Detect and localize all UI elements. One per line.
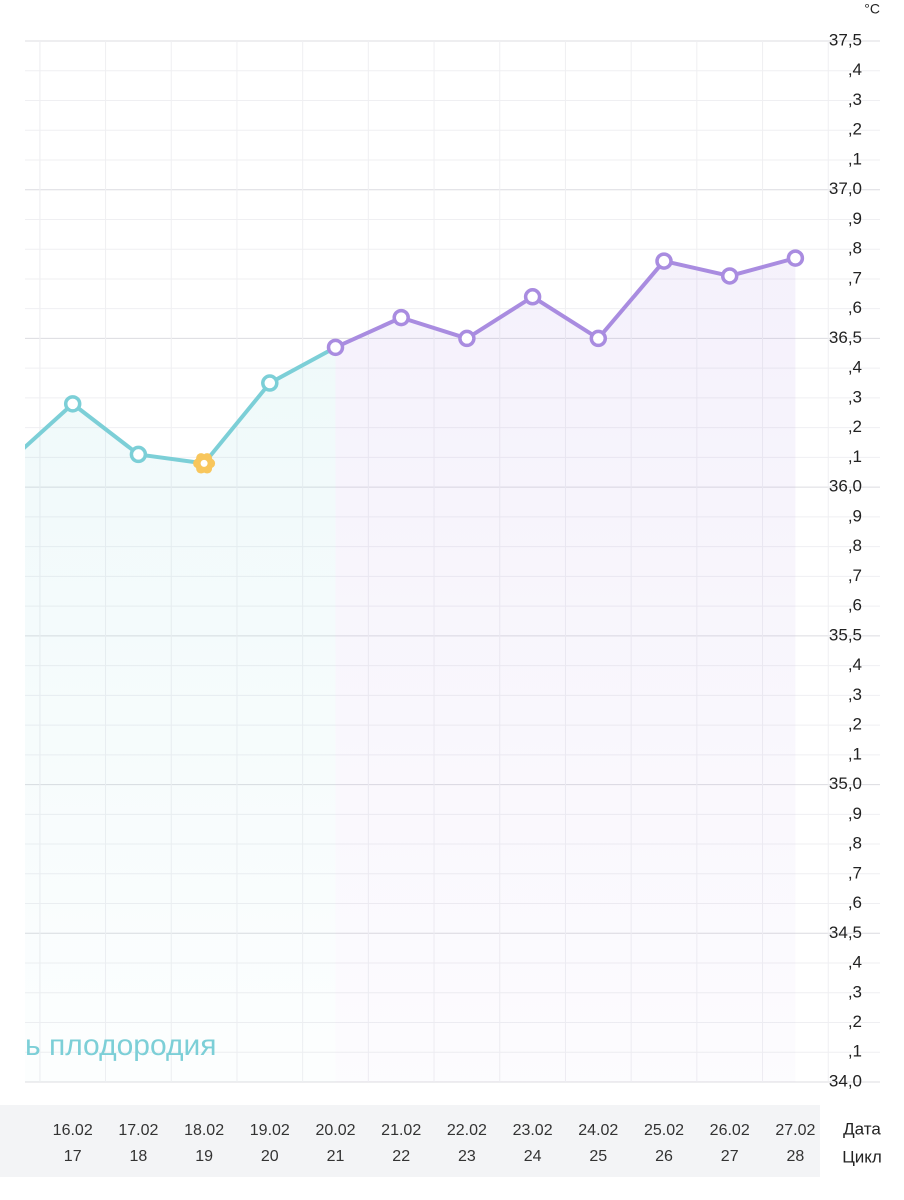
- y-tick-label: ,3: [848, 90, 862, 109]
- ovulation-marker: [193, 453, 216, 474]
- y-tick-label: ,7: [848, 268, 862, 287]
- point: [523, 288, 542, 306]
- y-tick-label: ,9: [848, 209, 862, 228]
- unit-label: °C: [864, 1, 880, 17]
- petal-center: [200, 459, 208, 467]
- y-tick-label: 37,0: [829, 179, 862, 198]
- area-fill: [25, 347, 336, 1082]
- y-tick-label: ,9: [848, 506, 862, 525]
- cycle-day-label: 21: [327, 1148, 345, 1165]
- y-tick-label: 36,0: [829, 477, 862, 496]
- y-tick-label: ,4: [848, 60, 862, 79]
- y-tick-label: ,1: [848, 744, 862, 763]
- x-tick-label: 21.02: [381, 1122, 421, 1139]
- cycle-day-label: 17: [64, 1148, 82, 1165]
- y-tick-label: ,1: [848, 447, 862, 466]
- y-tick-label: ,4: [848, 358, 862, 377]
- cycle-day-label: 23: [458, 1148, 476, 1165]
- cycle-day-label: 28: [787, 1148, 805, 1165]
- cycle-day-label: 19: [195, 1148, 213, 1165]
- y-tick-label: ,8: [848, 834, 862, 853]
- y-tick-label: ,6: [848, 298, 862, 317]
- x-tick-label: 18.02: [184, 1122, 224, 1139]
- point: [458, 329, 476, 348]
- area-fill: [335, 258, 796, 1082]
- x-tick-label: 22.02: [447, 1122, 487, 1139]
- line: [334, 256, 796, 350]
- x-tick-label: 17.02: [118, 1122, 158, 1139]
- date-band: [0, 1105, 820, 1177]
- y-tick-label: ,8: [848, 536, 862, 555]
- y-tick-label: ,2: [848, 120, 862, 139]
- cycle-day-label: 26: [655, 1148, 673, 1165]
- point: [129, 445, 148, 464]
- annotation: ь плодородия: [25, 1029, 216, 1062]
- y-tick-label: ,3: [848, 387, 862, 406]
- point: [720, 267, 739, 285]
- point: [261, 374, 279, 392]
- x-tick-label: 23.02: [513, 1122, 553, 1139]
- point: [589, 329, 608, 348]
- x-tick-label: 16.02: [53, 1122, 93, 1139]
- point: [63, 395, 82, 413]
- y-tick-label: ,6: [848, 893, 862, 912]
- y-tick-label: ,4: [848, 953, 862, 972]
- y-tick-label: ,1: [848, 1042, 862, 1061]
- y-tick-label: ,3: [848, 685, 862, 704]
- y-tick-label: ,2: [848, 715, 862, 734]
- y-tick-label: 34,0: [829, 1071, 862, 1090]
- y-tick-label: ,2: [848, 417, 862, 436]
- y-tick-label: ,7: [848, 863, 862, 882]
- x-tick-label: 24.02: [578, 1122, 618, 1139]
- row-label: Дата: [843, 1119, 881, 1138]
- point: [655, 252, 673, 270]
- x-tick-label: 20.02: [315, 1122, 355, 1139]
- x-tick-label: 25.02: [644, 1122, 684, 1139]
- y-tick-label: ,6: [848, 596, 862, 615]
- cycle-day-label: 20: [261, 1148, 279, 1165]
- cycle-day-label: 24: [524, 1148, 542, 1165]
- y-tick-label: 37,5: [829, 30, 862, 49]
- row-label: Цикл: [842, 1147, 882, 1166]
- cycle-day-label: 22: [392, 1148, 410, 1165]
- y-tick-label: 36,5: [829, 328, 862, 347]
- point: [326, 338, 345, 357]
- point: [392, 308, 410, 327]
- y-tick-label: 35,0: [829, 774, 862, 793]
- y-tick-label: ,3: [848, 982, 862, 1001]
- cycle-day-label: 25: [589, 1148, 607, 1165]
- x-tick-label: 27.02: [775, 1122, 815, 1139]
- point: [786, 249, 805, 267]
- y-tick-label: ,2: [848, 1012, 862, 1031]
- y-tick-label: ,1: [848, 149, 862, 168]
- y-tick-label: ,9: [848, 804, 862, 823]
- x-tick-label: 26.02: [710, 1122, 750, 1139]
- y-tick-label: ,7: [848, 566, 862, 585]
- cycle-day-label: 27: [721, 1148, 739, 1165]
- y-tick-label: 35,5: [829, 625, 862, 644]
- cycle-day-label: 18: [130, 1148, 148, 1165]
- y-tick-label: ,4: [848, 655, 862, 674]
- y-tick-label: 34,5: [829, 923, 862, 942]
- line: [25, 345, 337, 466]
- y-tick-label: ,8: [848, 239, 862, 258]
- x-tick-label: 19.02: [250, 1122, 290, 1139]
